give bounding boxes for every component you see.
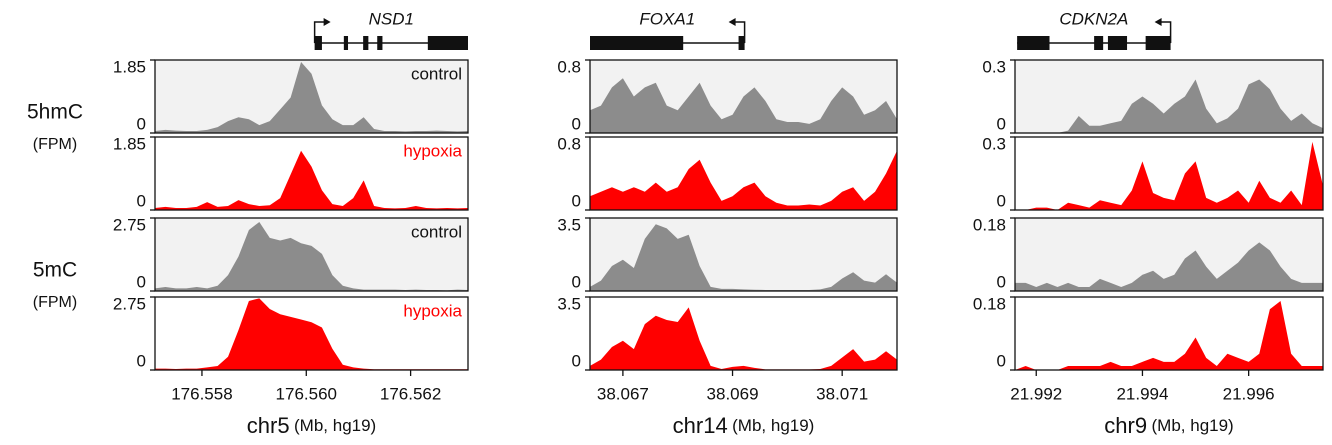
track-border — [154, 136, 469, 211]
signal-area — [590, 150, 897, 210]
y-tick-label: 0 — [137, 272, 146, 291]
y-tick-label: 0 — [997, 272, 1006, 291]
strand-arrow — [313, 21, 327, 43]
signal-area — [590, 78, 897, 133]
condition-label: control — [411, 64, 462, 83]
y-tick-label: 0 — [137, 114, 146, 133]
x-axis-chrom: chr9 — [1104, 413, 1147, 438]
y-tick-label: 0 — [997, 351, 1006, 370]
y-tick-label: 1.85 — [113, 134, 146, 153]
y-tick-label: 0 — [137, 351, 146, 370]
y-tick-label: 3.5 — [557, 294, 581, 313]
gene-name: CDKN2A — [1059, 9, 1128, 28]
x-axis-unit: (Mb, hg19) — [1152, 416, 1234, 435]
track-border — [589, 59, 898, 134]
x-tick-label: 38.069 — [707, 384, 759, 403]
y-tick-label: 0 — [572, 114, 581, 133]
strand-arrowhead — [323, 18, 331, 26]
exon — [314, 36, 322, 50]
x-axis-chrom: chr5 — [247, 413, 290, 438]
x-tick-label: 176.562 — [380, 384, 441, 403]
exon — [377, 36, 383, 50]
y-tick-label: 0.18 — [973, 215, 1006, 234]
track-border — [589, 217, 898, 292]
x-axis-label: chr14 (Mb, hg19) — [673, 413, 815, 438]
y-tick-label: 0.3 — [982, 57, 1006, 76]
track-border — [154, 59, 469, 134]
track-border — [589, 136, 898, 211]
y-tick-label: 0 — [997, 114, 1006, 133]
x-axis-chrom: chr14 — [673, 413, 728, 438]
strand-arrow — [1158, 21, 1172, 43]
exon — [590, 36, 684, 50]
x-tick-label: 21.992 — [1010, 384, 1062, 403]
y-tick-label: 0 — [572, 191, 581, 210]
y-tick-label: 3.5 — [557, 215, 581, 234]
track-border — [1014, 296, 1324, 371]
exon — [1017, 36, 1050, 50]
condition-label: hypoxia — [403, 301, 462, 320]
gene-name: NSD1 — [369, 9, 414, 28]
exon — [427, 36, 468, 50]
x-tick-label: 38.067 — [597, 384, 649, 403]
row-unit: (FPM) — [33, 136, 77, 153]
y-tick-label: 1.85 — [113, 57, 146, 76]
strand-arrowhead — [1154, 18, 1162, 26]
condition-label: control — [411, 222, 462, 241]
x-axis-unit: (Mb, hg19) — [732, 416, 814, 435]
track-border — [589, 296, 898, 371]
gene-name: FOXA1 — [639, 9, 695, 28]
y-tick-label: 0.3 — [982, 134, 1006, 153]
strand-arrow — [732, 21, 746, 43]
y-tick-label: 2.75 — [113, 294, 146, 313]
exon — [363, 36, 369, 50]
y-tick-label: 0 — [572, 351, 581, 370]
y-tick-label: 0 — [572, 272, 581, 291]
signal-area — [590, 307, 897, 370]
y-tick-label: 2.75 — [113, 215, 146, 234]
row-label: 5hmC — [27, 101, 83, 124]
x-tick-label: 176.558 — [171, 384, 232, 403]
x-tick-label: 176.560 — [276, 384, 337, 403]
condition-label: hypoxia — [403, 141, 462, 160]
x-axis-unit: (Mb, hg19) — [294, 416, 376, 435]
y-tick-label: 0.8 — [557, 134, 581, 153]
track-border — [154, 296, 469, 371]
signal-area — [1015, 79, 1323, 133]
signal-area — [590, 224, 897, 291]
signal-area — [155, 150, 468, 210]
exon — [1094, 36, 1104, 50]
x-axis-label: chr5 (Mb, hg19) — [247, 413, 376, 438]
exon — [738, 36, 745, 50]
y-tick-label: 0.8 — [557, 57, 581, 76]
exon — [1107, 36, 1128, 50]
track-border — [1014, 136, 1324, 211]
track-border — [1014, 217, 1324, 292]
signal-area — [155, 298, 468, 370]
signal-area — [1015, 242, 1323, 291]
x-tick-label: 38.071 — [816, 384, 868, 403]
signal-area — [1015, 301, 1323, 370]
track-border — [154, 217, 469, 292]
y-tick-label: 0.18 — [973, 294, 1006, 313]
signal-area — [155, 221, 468, 291]
strand-arrowhead — [728, 18, 736, 26]
signal-area — [155, 61, 468, 133]
exon — [343, 36, 349, 50]
x-tick-label: 21.994 — [1116, 384, 1168, 403]
row-label: 5mC — [33, 259, 77, 282]
x-tick-label: 21.996 — [1223, 384, 1275, 403]
signal-area — [1015, 141, 1323, 210]
y-tick-label: 0 — [137, 191, 146, 210]
track-background — [1015, 137, 1323, 210]
x-axis-label: chr9 (Mb, hg19) — [1104, 413, 1233, 438]
row-unit: (FPM) — [33, 294, 77, 311]
y-tick-label: 0 — [997, 191, 1006, 210]
exon — [1145, 36, 1171, 50]
track-border — [1014, 59, 1324, 134]
